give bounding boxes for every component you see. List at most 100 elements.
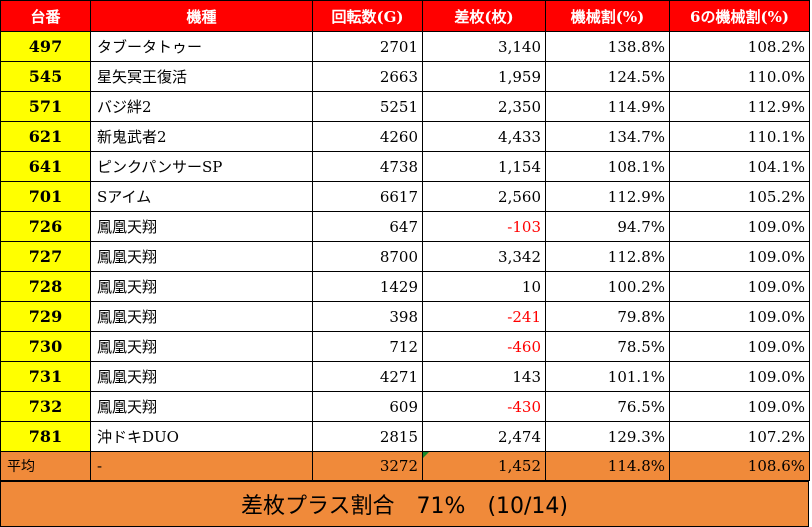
machine-model: 新鬼武者2 <box>90 121 313 152</box>
medal-difference: 3,342 <box>422 241 546 272</box>
payout-rate: 108.1% <box>545 151 670 182</box>
header-rate: 機械割(%) <box>545 0 670 32</box>
machine-number: 729 <box>0 301 91 332</box>
medal-difference: -430 <box>422 391 546 422</box>
header-row: 台番 機種 回転数(G) 差枚(枚) 機械割(%) 6の機械割(%) <box>0 0 810 32</box>
average-spins: 3272 <box>312 451 423 481</box>
spin-count: 712 <box>312 331 423 362</box>
setting6-rate: 110.1% <box>669 121 810 152</box>
machine-model: 鳳凰天翔 <box>90 211 313 242</box>
average-row: 平均 - 3272 1,452 114.8% 108.6% <box>0 451 810 481</box>
table-row: 727 鳳凰天翔 8700 3,342 112.8% 109.0% <box>0 241 810 272</box>
machine-model: ピンクパンサーSP <box>90 151 313 182</box>
data-table: 台番 機種 回転数(G) 差枚(枚) 機械割(%) 6の機械割(%) 497 タブ… <box>0 0 810 481</box>
header-model: 機種 <box>90 0 313 32</box>
machine-model: 沖ドキDUO <box>90 421 313 452</box>
machine-model: 鳳凰天翔 <box>90 331 313 362</box>
machine-model: タブータトゥー <box>90 31 313 62</box>
table-row: 729 鳳凰天翔 398 -241 79.8% 109.0% <box>0 301 810 332</box>
average-rate6: 108.6% <box>669 451 810 481</box>
payout-rate: 112.9% <box>545 181 670 212</box>
machine-number: 730 <box>0 331 91 362</box>
machine-model: 鳳凰天翔 <box>90 391 313 422</box>
spin-count: 4260 <box>312 121 423 152</box>
medal-difference: -241 <box>422 301 546 332</box>
header-spins: 回転数(G) <box>312 0 423 32</box>
machine-number: 621 <box>0 121 91 152</box>
medal-difference: 2,474 <box>422 421 546 452</box>
spin-count: 5251 <box>312 91 423 122</box>
setting6-rate: 112.9% <box>669 91 810 122</box>
header-rate6: 6の機械割(%) <box>669 0 810 32</box>
header-id: 台番 <box>0 0 91 32</box>
spin-count: 398 <box>312 301 423 332</box>
machine-model: 鳳凰天翔 <box>90 241 313 272</box>
setting6-rate: 107.2% <box>669 421 810 452</box>
machine-number: 545 <box>0 61 91 92</box>
medal-difference: 1,959 <box>422 61 546 92</box>
average-diff: 1,452 <box>422 451 546 481</box>
medal-difference: 2,350 <box>422 91 546 122</box>
payout-rate: 138.8% <box>545 31 670 62</box>
table-row: 545 星矢冥王復活 2663 1,959 124.5% 110.0% <box>0 61 810 92</box>
average-name: - <box>90 451 313 481</box>
medal-difference: -103 <box>422 211 546 242</box>
machine-number: 726 <box>0 211 91 242</box>
machine-number: 732 <box>0 391 91 422</box>
payout-rate: 129.3% <box>545 421 670 452</box>
payout-rate: 100.2% <box>545 271 670 302</box>
machine-number: 781 <box>0 421 91 452</box>
header-diff: 差枚(枚) <box>422 0 546 32</box>
spin-count: 4738 <box>312 151 423 182</box>
setting6-rate: 109.0% <box>669 331 810 362</box>
spin-count: 2663 <box>312 61 423 92</box>
medal-difference: 4,433 <box>422 121 546 152</box>
machine-number: 571 <box>0 91 91 122</box>
machine-number: 731 <box>0 361 91 392</box>
machine-number: 727 <box>0 241 91 272</box>
medal-difference: 10 <box>422 271 546 302</box>
summary-banner: 差枚プラス割合 71% (10/14) <box>0 481 809 527</box>
spin-count: 2701 <box>312 31 423 62</box>
machine-number: 641 <box>0 151 91 182</box>
table-row: 621 新鬼武者2 4260 4,433 134.7% 110.1% <box>0 121 810 152</box>
machine-model: 星矢冥王復活 <box>90 61 313 92</box>
setting6-rate: 109.0% <box>669 241 810 272</box>
machine-model: バジ絆2 <box>90 91 313 122</box>
table-row: 701 Sアイム 6617 2,560 112.9% 105.2% <box>0 181 810 212</box>
payout-rate: 79.8% <box>545 301 670 332</box>
payout-rate: 76.5% <box>545 391 670 422</box>
setting6-rate: 109.0% <box>669 301 810 332</box>
table-row: 726 鳳凰天翔 647 -103 94.7% 109.0% <box>0 211 810 242</box>
setting6-rate: 104.1% <box>669 151 810 182</box>
spin-count: 2815 <box>312 421 423 452</box>
table-row: 497 タブータトゥー 2701 3,140 138.8% 108.2% <box>0 31 810 62</box>
table-row: 728 鳳凰天翔 1429 10 100.2% 109.0% <box>0 271 810 302</box>
payout-rate: 134.7% <box>545 121 670 152</box>
medal-difference: -460 <box>422 331 546 362</box>
payout-rate: 112.8% <box>545 241 670 272</box>
payout-rate: 114.9% <box>545 91 670 122</box>
payout-rate: 124.5% <box>545 61 670 92</box>
table-row: 731 鳳凰天翔 4271 143 101.1% 109.0% <box>0 361 810 392</box>
average-rate: 114.8% <box>545 451 670 481</box>
medal-difference: 2,560 <box>422 181 546 212</box>
machine-number: 497 <box>0 31 91 62</box>
spin-count: 4271 <box>312 361 423 392</box>
table-row: 730 鳳凰天翔 712 -460 78.5% 109.0% <box>0 331 810 362</box>
spin-count: 8700 <box>312 241 423 272</box>
medal-difference: 143 <box>422 361 546 392</box>
payout-rate: 94.7% <box>545 211 670 242</box>
medal-difference: 3,140 <box>422 31 546 62</box>
spin-count: 609 <box>312 391 423 422</box>
table-row: 641 ピンクパンサーSP 4738 1,154 108.1% 104.1% <box>0 151 810 182</box>
machine-model: Sアイム <box>90 181 313 212</box>
machine-model: 鳳凰天翔 <box>90 361 313 392</box>
table-row: 781 沖ドキDUO 2815 2,474 129.3% 107.2% <box>0 421 810 452</box>
machine-model: 鳳凰天翔 <box>90 301 313 332</box>
table-row: 732 鳳凰天翔 609 -430 76.5% 109.0% <box>0 391 810 422</box>
payout-rate: 78.5% <box>545 331 670 362</box>
average-label: 平均 <box>0 451 91 481</box>
machine-number: 701 <box>0 181 91 212</box>
spin-count: 6617 <box>312 181 423 212</box>
